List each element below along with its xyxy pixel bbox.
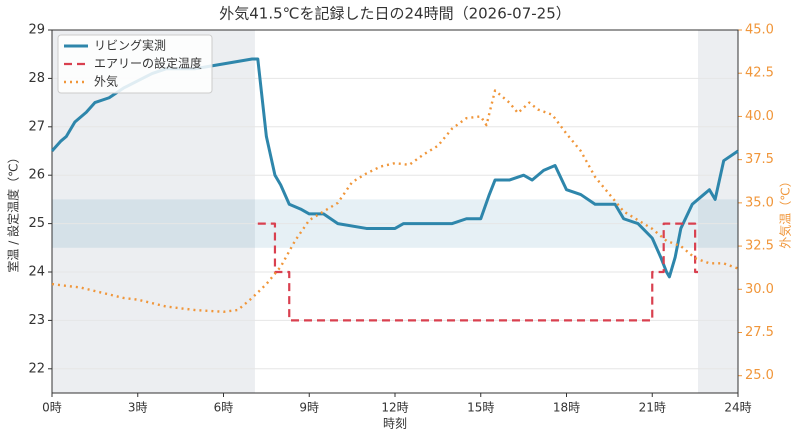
y-tick-label: 26 xyxy=(28,168,45,183)
x-tick-label: 0時 xyxy=(42,401,62,415)
y2-tick-label: 45.0 xyxy=(745,23,774,38)
y2-tick-label: 30.0 xyxy=(745,282,774,297)
x-axis-label: 時刻 xyxy=(383,417,407,431)
x-tick-label: 12時 xyxy=(381,401,408,415)
legend-label: リビング実測 xyxy=(94,38,166,53)
chart-title: 外気41.5℃を記録した日の24時間（2026-07-25） xyxy=(219,5,571,23)
y-tick-label: 25 xyxy=(28,216,45,231)
x-tick-label: 18時 xyxy=(553,401,580,415)
night-span xyxy=(697,30,738,393)
x-tick-label: 21時 xyxy=(639,401,666,415)
y2-tick-label: 32.5 xyxy=(745,239,774,254)
y2-tick-label: 25.0 xyxy=(745,368,774,383)
legend-label: 外気 xyxy=(94,74,118,89)
y-tick-label: 29 xyxy=(28,23,45,38)
x-tick-label: 6時 xyxy=(214,401,234,415)
x-tick-label: 3時 xyxy=(128,401,148,415)
x-tick-label: 9時 xyxy=(299,401,319,415)
y2-tick-label: 42.5 xyxy=(745,66,774,81)
y2-tick-label: 37.5 xyxy=(745,152,774,167)
y2-axis-label: 外気温（℃） xyxy=(778,175,793,248)
y2-tick-label: 27.5 xyxy=(745,325,774,340)
plot-frame xyxy=(51,29,739,394)
series-line xyxy=(257,222,698,322)
y-tick-label: 22 xyxy=(28,361,45,376)
y-tick-label: 23 xyxy=(28,313,45,328)
y-axis-label: 室温 / 設定温度（℃） xyxy=(6,151,21,272)
series-line xyxy=(51,89,739,313)
x-tick-label: 15時 xyxy=(467,401,494,415)
x-tick-label: 24時 xyxy=(724,401,751,415)
legend-label: エアリーの設定温度 xyxy=(94,56,202,71)
y2-tick-label: 40.0 xyxy=(745,109,774,124)
y-tick-label: 27 xyxy=(28,119,45,134)
y-tick-label: 28 xyxy=(28,71,45,86)
y2-tick-label: 35.0 xyxy=(745,195,774,210)
legend-box xyxy=(57,34,213,94)
y-tick-label: 24 xyxy=(28,265,45,280)
